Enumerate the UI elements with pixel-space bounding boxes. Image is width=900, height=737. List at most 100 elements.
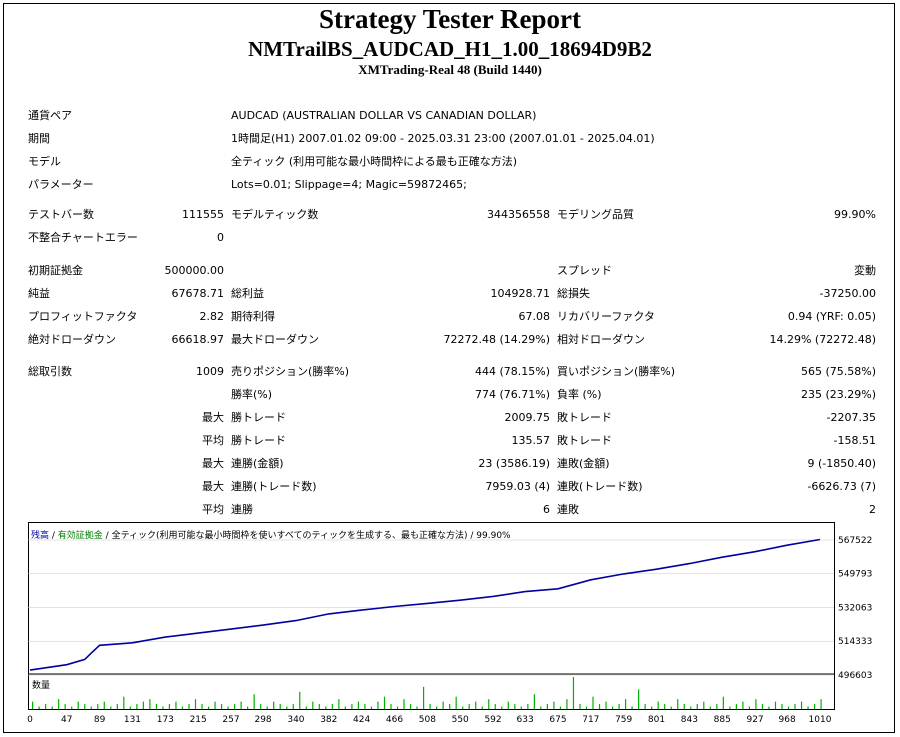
cons-win-amount-value: 23 (3586.19) — [478, 457, 550, 470]
avg-win-label: 勝トレード — [231, 434, 286, 447]
legend-quality: 99.90% — [476, 531, 511, 541]
volume-bar — [370, 706, 373, 709]
period-label: 期間 — [28, 132, 50, 145]
x-tick-label: 759 — [615, 715, 632, 725]
cons-loss-amount-value: 9 (-1850.40) — [807, 457, 876, 470]
recovery-factor-value: 0.94 (YRF: 0.05) — [787, 310, 876, 323]
gross-loss-value: -37250.00 — [819, 287, 876, 300]
volume-bar — [735, 704, 737, 709]
volume-bar — [638, 689, 640, 709]
avg-word: 平均 — [202, 434, 224, 447]
volume-bar — [32, 701, 34, 709]
mismatch-label: 不整合チャートエラー — [28, 231, 138, 244]
x-tick-label: 466 — [386, 715, 403, 725]
volume-bar — [116, 704, 118, 709]
report-title: Strategy Tester Report — [319, 4, 581, 34]
volume-bar — [800, 701, 803, 709]
gross-loss-label: 総損失 — [557, 287, 590, 300]
volume-bar — [129, 706, 131, 709]
volume-bar — [748, 706, 751, 709]
legend-balance: 残高 — [31, 529, 49, 541]
x-tick-label: 131 — [124, 715, 141, 725]
volume-bar — [598, 704, 601, 709]
avg-loss-value: -158.51 — [833, 434, 876, 447]
volume-bar — [507, 701, 509, 709]
volume-bar — [475, 701, 477, 709]
model-label: モデル — [28, 155, 61, 168]
legend-model: 全ティック(利用可能な最小時間枠を使いすべてのティックを生成する、最も正確な方法… — [112, 529, 468, 541]
volume-bar — [390, 704, 392, 709]
volume-bar — [253, 694, 255, 709]
volume-bar — [364, 704, 366, 709]
max-loss-label: 敗トレード — [557, 411, 612, 424]
volume-bar — [188, 704, 190, 709]
avg-cons-loss-label: 連敗 — [557, 503, 579, 516]
volume-bar — [683, 704, 685, 709]
x-tick-label: 173 — [157, 715, 174, 725]
short-positions-value: 444 (78.15%) — [474, 365, 550, 378]
volume-bar — [168, 704, 171, 709]
volume-bar — [462, 706, 464, 709]
cons-win-amount-label: 連勝(金額) — [231, 457, 284, 470]
x-tick-label: 0 — [27, 715, 33, 725]
max-drawdown-value: 72272.48 (14.29%) — [443, 333, 550, 346]
x-tick-label: 843 — [681, 715, 698, 725]
volume-bar — [624, 699, 627, 709]
x-tick-label: 633 — [517, 715, 534, 725]
volume-bar — [729, 706, 731, 709]
avg-loss-label: 敗トレード — [557, 434, 612, 447]
volume-bar — [579, 704, 581, 709]
volume-bar — [84, 704, 86, 709]
spread-value: 変動 — [854, 264, 876, 277]
volume-bar — [299, 691, 301, 709]
volume-bar — [103, 701, 105, 709]
volume-bar — [220, 704, 223, 709]
x-tick-label: 215 — [190, 715, 207, 725]
volume-bar — [416, 706, 418, 709]
bars-label: テストバー数 — [28, 208, 94, 221]
volume-bar — [266, 706, 268, 709]
volume-bar — [611, 706, 614, 709]
win-rate-label: 勝率(%) — [231, 388, 273, 401]
net-profit-value: 67678.71 — [171, 287, 225, 300]
profit-factor-value: 2.82 — [199, 310, 225, 323]
volume-bar — [696, 704, 698, 709]
x-tick-label: 885 — [714, 715, 731, 725]
volume-bar — [292, 704, 294, 709]
volume-bar — [807, 706, 809, 709]
x-tick-label: 550 — [452, 715, 469, 725]
volume-bar — [716, 704, 718, 709]
avg-cons-win-label: 連勝 — [231, 503, 253, 516]
volume-bar — [794, 704, 796, 709]
loss-rate-label: 負率 (%) — [557, 388, 602, 401]
y-tick-label: 532063 — [838, 603, 872, 613]
volume-bar — [481, 706, 483, 709]
volume-bar — [644, 704, 646, 709]
volume-bar — [377, 701, 379, 709]
volume-bar — [240, 701, 242, 709]
volume-bar — [97, 704, 99, 709]
volume-bar — [664, 704, 666, 709]
volume-bar — [357, 701, 360, 709]
model-value: 全ティック (利用可能な最小時間枠による最も正確な方法) — [231, 155, 518, 168]
total-trades-value: 1009 — [196, 365, 224, 378]
volume-bar — [403, 699, 405, 709]
volume-bar — [559, 706, 562, 709]
quality-value: 99.90% — [834, 208, 876, 221]
x-tick-label: 298 — [254, 715, 271, 725]
volume-bar — [305, 706, 307, 709]
volume-bar — [227, 706, 229, 709]
volume-bar — [709, 706, 711, 709]
report-frame — [3, 3, 895, 733]
expected-payoff-label: 期待利得 — [231, 310, 275, 323]
volume-bar — [605, 701, 607, 709]
volume-bar — [286, 706, 288, 709]
balance-line — [29, 538, 821, 671]
avg-win-value: 135.57 — [511, 434, 551, 447]
volume-bar — [592, 696, 594, 709]
cons-win-count-label: 連勝(トレード数) — [231, 480, 317, 493]
volume-bar — [409, 704, 412, 709]
avg-cons-loss-value: 2 — [869, 503, 876, 516]
cons-loss-amount-label: 連敗(金額) — [557, 457, 610, 470]
volume-bar — [546, 704, 548, 709]
